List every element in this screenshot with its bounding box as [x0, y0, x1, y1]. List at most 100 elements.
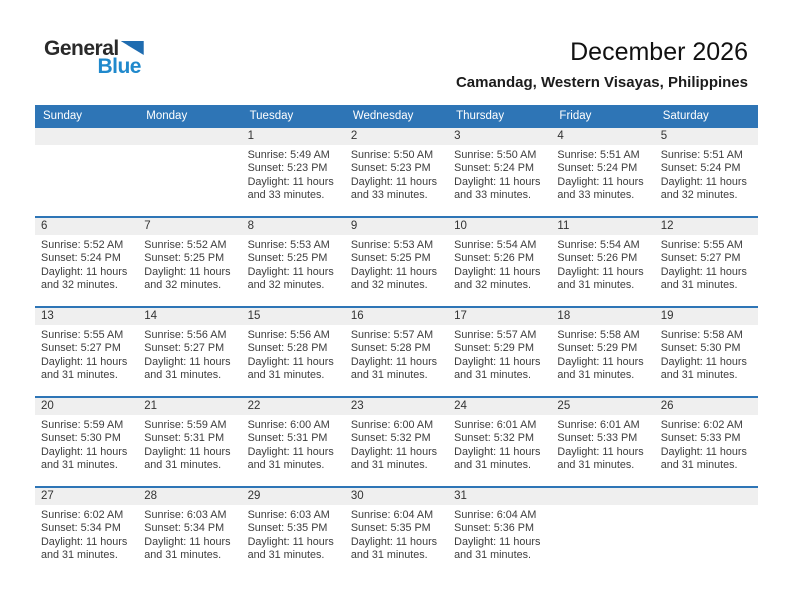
- day-number: [35, 128, 139, 145]
- cell-line: Sunset: 5:32 PM: [350, 432, 431, 445]
- cell-line: Sunrise: 5:52 AM: [144, 239, 227, 251]
- day-number: 29: [241, 488, 345, 505]
- cell-line: Sunrise: 5:59 AM: [144, 419, 227, 431]
- cell-line: Daylight: 11 hours: [350, 175, 438, 188]
- cell-line: Sunset: 5:33 PM: [557, 432, 638, 445]
- logo-row: Blue: [44, 56, 146, 77]
- weekday-header-friday: Friday: [559, 109, 592, 122]
- day-number: 7: [138, 218, 242, 235]
- cell-line: and 31 minutes.: [454, 369, 531, 382]
- day-number: 4: [551, 128, 655, 145]
- cell-line: Daylight: 11 hours: [454, 355, 541, 368]
- cell-line: Sunrise: 5:54 AM: [454, 239, 537, 251]
- day-number: 6: [35, 218, 139, 235]
- cell-line: Sunrise: 5:51 AM: [660, 149, 743, 161]
- day-number: 16: [344, 308, 449, 325]
- cell-line: Daylight: 11 hours: [247, 355, 334, 368]
- calendar-cell-day-17: 17 Sunrise: 5:57 AM Sunset: 5:29 PM Dayligh…: [448, 308, 552, 396]
- cell-line: Sunset: 5:23 PM: [350, 162, 431, 175]
- sun-info: Sunrise: 5:54 AM Sunset: 5:26 PM Daylight:…: [448, 235, 551, 293]
- weekday-header-sunday: Sunday: [43, 109, 83, 122]
- calendar-cell-day-18: 18 Sunrise: 5:58 AM Sunset: 5:29 PM Dayligh…: [551, 308, 655, 396]
- cell-line: Sunrise: 5:56 AM: [247, 329, 330, 341]
- cell-line: Sunrise: 5:49 AM: [247, 149, 330, 161]
- calendar-cell-day-29: 29 Sunrise: 6:03 AM Sunset: 5:35 PM Dayligh…: [241, 488, 345, 576]
- sun-info: Sunrise: 5:53 AM Sunset: 5:25 PM Daylight:…: [345, 235, 448, 293]
- day-number: 9: [344, 218, 449, 235]
- day-number: 13: [35, 308, 139, 325]
- cell-line: and 32 minutes.: [41, 279, 118, 292]
- logo-row: General: [44, 38, 146, 59]
- calendar-cell-day-16: 16 Sunrise: 5:57 AM Sunset: 5:28 PM Dayligh…: [344, 308, 449, 396]
- cell-line: Sunset: 5:24 PM: [41, 252, 121, 265]
- sun-info: Sunrise: 6:04 AM Sunset: 5:35 PM Daylight:…: [345, 505, 448, 563]
- sun-info: Sunrise: 5:53 AM Sunset: 5:25 PM Daylight:…: [242, 235, 345, 293]
- cell-line: Sunset: 5:28 PM: [247, 342, 328, 355]
- cell-line: and 32 minutes.: [660, 189, 738, 202]
- day-number: 1: [241, 128, 345, 145]
- calendar-cell-day-12: 12 Sunrise: 5:55 AM Sunset: 5:27 PM Dayligh…: [654, 218, 758, 306]
- day-number: 11: [551, 218, 655, 235]
- day-number: 17: [448, 308, 552, 325]
- cell-line: Sunrise: 5:54 AM: [557, 239, 640, 251]
- day-number: 25: [551, 398, 655, 415]
- calendar-cell-day-14: 14 Sunrise: 5:56 AM Sunset: 5:27 PM Dayligh…: [138, 308, 242, 396]
- day-number: 15: [241, 308, 345, 325]
- cell-line: and 32 minutes.: [350, 279, 428, 292]
- cell-line: Daylight: 11 hours: [660, 355, 747, 368]
- logo-text-general: General: [44, 37, 119, 60]
- calendar-cell-day-3: 3 Sunrise: 5:50 AM Sunset: 5:24 PM Daylight…: [448, 128, 552, 216]
- cell-line: Sunset: 5:24 PM: [454, 162, 534, 175]
- cell-line: and 32 minutes.: [247, 279, 325, 292]
- day-number: 19: [654, 308, 758, 325]
- day-number: 28: [138, 488, 242, 505]
- sun-info: Sunrise: 5:50 AM Sunset: 5:23 PM Daylight:…: [345, 145, 448, 203]
- cell-line: Sunrise: 6:02 AM: [41, 509, 124, 521]
- cell-line: Sunrise: 5:56 AM: [144, 329, 227, 341]
- cell-line: Sunset: 5:27 PM: [41, 342, 121, 355]
- cell-line: Daylight: 11 hours: [660, 265, 747, 278]
- general-blue-logo: General Blue: [44, 38, 146, 77]
- calendar-cell-day-27: 27 Sunrise: 6:02 AM Sunset: 5:34 PM Dayligh…: [35, 488, 139, 576]
- cell-line: Sunrise: 6:03 AM: [144, 509, 227, 521]
- sun-info: Sunrise: 5:49 AM Sunset: 5:23 PM Daylight:…: [242, 145, 345, 203]
- sun-info: Sunrise: 5:52 AM Sunset: 5:25 PM Daylight:…: [138, 235, 241, 293]
- cell-line: and 31 minutes.: [144, 459, 222, 472]
- weekday-header-saturday: Saturday: [662, 109, 709, 122]
- cell-line: and 31 minutes.: [557, 459, 635, 472]
- cell-line: Sunset: 5:27 PM: [144, 342, 225, 355]
- day-number: 18: [551, 308, 655, 325]
- cell-line: Daylight: 11 hours: [41, 535, 128, 548]
- day-number: 24: [448, 398, 552, 415]
- calendar-cell-day-13: 13 Sunrise: 5:55 AM Sunset: 5:27 PM Dayligh…: [35, 308, 139, 396]
- page-subtitle: Camandag, Western Visayas, Philippines: [455, 73, 748, 91]
- calendar-cell-day-20: 20 Sunrise: 5:59 AM Sunset: 5:30 PM Dayligh…: [35, 398, 139, 486]
- cell-line: Sunset: 5:25 PM: [350, 252, 431, 265]
- sun-info: Sunrise: 5:54 AM Sunset: 5:26 PM Daylight:…: [551, 235, 654, 293]
- sun-info: Sunrise: 6:01 AM Sunset: 5:32 PM Daylight:…: [448, 415, 551, 473]
- cell-line: Sunset: 5:34 PM: [144, 522, 225, 535]
- calendar-cell-day-26: 26 Sunrise: 6:02 AM Sunset: 5:33 PM Dayligh…: [654, 398, 758, 486]
- day-number: [138, 128, 242, 145]
- week-row: 1 Sunrise: 5:49 AM Sunset: 5:23 PM Daylight…: [35, 126, 758, 216]
- cell-line: Sunset: 5:36 PM: [454, 522, 534, 535]
- cell-line: and 31 minutes.: [144, 549, 222, 562]
- day-number: 23: [344, 398, 449, 415]
- calendar-cell-day-23: 23 Sunrise: 6:00 AM Sunset: 5:32 PM Dayligh…: [344, 398, 449, 486]
- cell-line: and 33 minutes.: [350, 189, 428, 202]
- cell-line: Sunset: 5:30 PM: [660, 342, 741, 355]
- cell-line: Daylight: 11 hours: [144, 535, 231, 548]
- calendar-cell-day-19: 19 Sunrise: 5:58 AM Sunset: 5:30 PM Dayligh…: [654, 308, 758, 396]
- cell-line: Sunrise: 5:50 AM: [454, 149, 537, 161]
- calendar-cell-day-24: 24 Sunrise: 6:01 AM Sunset: 5:32 PM Dayligh…: [448, 398, 552, 486]
- cell-line: and 31 minutes.: [660, 369, 738, 382]
- cell-line: and 31 minutes.: [247, 369, 325, 382]
- sun-info: Sunrise: 5:59 AM Sunset: 5:31 PM Daylight:…: [138, 415, 241, 473]
- cell-line: Sunset: 5:32 PM: [454, 432, 534, 445]
- sun-info: Sunrise: 5:52 AM Sunset: 5:24 PM Daylight:…: [35, 235, 138, 293]
- weeks-container: 1 Sunrise: 5:49 AM Sunset: 5:23 PM Daylight…: [35, 126, 758, 576]
- cell-line: and 31 minutes.: [557, 279, 635, 292]
- cell-line: Sunrise: 5:52 AM: [41, 239, 124, 251]
- calendar-cell-empty: [654, 488, 758, 576]
- cell-line: Daylight: 11 hours: [350, 355, 438, 368]
